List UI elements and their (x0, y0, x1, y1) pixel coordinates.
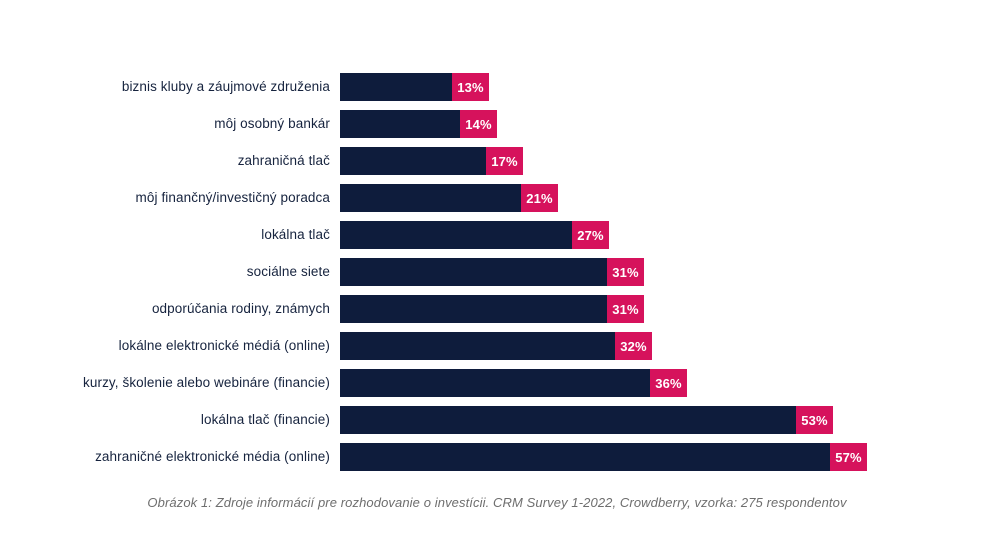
figure-caption: Obrázok 1: Zdroje informácií pre rozhodo… (147, 495, 847, 510)
value-badge: 53% (796, 406, 833, 434)
bar (340, 184, 521, 212)
bar (340, 443, 830, 471)
bar (340, 258, 607, 286)
bar-with-value: 14% (340, 110, 497, 138)
bar-with-value: 13% (340, 73, 489, 101)
chart-row: odporúčania rodiny, známych 31% (0, 295, 994, 323)
bar-with-value: 31% (340, 295, 644, 323)
category-label: zahraničné elektronické média (online) (95, 449, 330, 464)
category-label: môj osobný bankár (214, 116, 330, 131)
horizontal-bar-chart: biznis kluby a záujmové združenia 13% môj … (0, 73, 994, 480)
value-badge: 27% (572, 221, 609, 249)
bar-with-value: 57% (340, 443, 867, 471)
chart-row: zahraničné elektronické média (online) 57… (0, 443, 994, 471)
bar-with-value: 31% (340, 258, 644, 286)
value-badge: 21% (521, 184, 558, 212)
category-label: kurzy, školenie alebo webináre (financie… (83, 375, 330, 390)
category-label: lokálne elektronické médiá (online) (118, 338, 330, 353)
bar (340, 369, 650, 397)
value-badge: 31% (607, 258, 644, 286)
category-label: môj finančný/investičný poradca (135, 190, 330, 205)
bar (340, 147, 486, 175)
chart-row: biznis kluby a záujmové združenia 13% (0, 73, 994, 101)
bar-with-value: 17% (340, 147, 523, 175)
category-label: lokálna tlač (261, 227, 330, 242)
bar (340, 110, 460, 138)
chart-row: kurzy, školenie alebo webináre (financie… (0, 369, 994, 397)
value-badge: 17% (486, 147, 523, 175)
chart-row: lokálne elektronické médiá (online) 32% (0, 332, 994, 360)
chart-row: môj finančný/investičný poradca 21% (0, 184, 994, 212)
bar (340, 73, 452, 101)
bar (340, 406, 796, 434)
bar-with-value: 53% (340, 406, 833, 434)
category-label: sociálne siete (246, 264, 330, 279)
chart-row: sociálne siete 31% (0, 258, 994, 286)
value-badge: 32% (615, 332, 652, 360)
bar (340, 295, 607, 323)
value-badge: 31% (607, 295, 644, 323)
value-badge: 57% (830, 443, 867, 471)
bar-with-value: 36% (340, 369, 687, 397)
value-badge: 36% (650, 369, 687, 397)
chart-row: môj osobný bankár 14% (0, 110, 994, 138)
category-label: biznis kluby a záujmové združenia (121, 79, 330, 94)
bar (340, 221, 572, 249)
chart-row: lokálna tlač 27% (0, 221, 994, 249)
value-badge: 14% (460, 110, 497, 138)
bar-with-value: 27% (340, 221, 609, 249)
value-badge: 13% (452, 73, 489, 101)
category-label: odporúčania rodiny, známych (151, 301, 330, 316)
category-label: lokálna tlač (financie) (200, 412, 330, 427)
chart-row: zahraničná tlač 17% (0, 147, 994, 175)
chart-row: lokálna tlač (financie) 53% (0, 406, 994, 434)
category-label: zahraničná tlač (237, 153, 330, 168)
bar-with-value: 32% (340, 332, 652, 360)
bar-with-value: 21% (340, 184, 558, 212)
bar (340, 332, 615, 360)
